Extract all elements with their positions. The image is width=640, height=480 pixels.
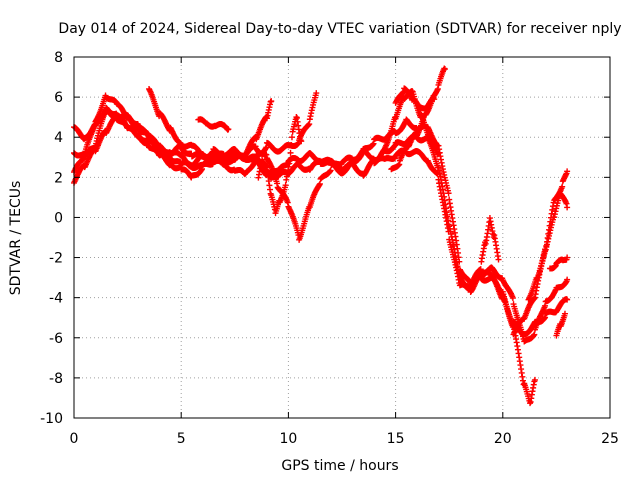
y-tick-label: 2 bbox=[54, 170, 63, 186]
series-track-6 bbox=[195, 116, 232, 133]
data-point bbox=[561, 310, 568, 317]
data-point bbox=[286, 157, 293, 164]
data-point bbox=[564, 276, 571, 283]
data-point bbox=[288, 141, 295, 148]
y-axis-label: SDTVAR / TECUs bbox=[8, 181, 24, 296]
chart-title: Day 014 of 2024, Sidereal Day-to-day VTE… bbox=[58, 21, 621, 37]
y-tick-label: -2 bbox=[49, 251, 63, 267]
data-point bbox=[298, 138, 305, 145]
data-point bbox=[564, 254, 571, 261]
data-point bbox=[495, 256, 502, 263]
data-point bbox=[435, 150, 442, 157]
data-point bbox=[431, 96, 438, 103]
x-tick-label: 0 bbox=[70, 431, 79, 447]
series-track-11 bbox=[478, 215, 502, 265]
series-track-14 bbox=[546, 254, 571, 272]
data-point bbox=[564, 204, 571, 211]
data-point bbox=[282, 182, 289, 189]
data-point bbox=[559, 183, 566, 190]
series-track-13 bbox=[525, 190, 571, 303]
data-point bbox=[434, 171, 441, 178]
y-tick-label: -10 bbox=[40, 411, 63, 427]
data-point bbox=[268, 98, 275, 105]
series-track-4 bbox=[71, 90, 320, 181]
data-point bbox=[287, 149, 294, 156]
series-track-15 bbox=[553, 310, 568, 339]
data-point bbox=[445, 228, 452, 235]
y-tick-label: 8 bbox=[54, 50, 63, 66]
y-tick-label: 0 bbox=[54, 210, 63, 226]
x-tick-label: 15 bbox=[387, 431, 405, 447]
data-point bbox=[441, 66, 448, 73]
x-tick-label: 25 bbox=[601, 431, 619, 447]
x-tick-label: 10 bbox=[279, 431, 297, 447]
data-point bbox=[313, 90, 320, 97]
series-track-8 bbox=[388, 65, 448, 173]
y-tick-label: 4 bbox=[54, 130, 63, 146]
x-tick-label: 20 bbox=[494, 431, 512, 447]
data-point bbox=[509, 294, 516, 301]
axis-ticks: 0 5 10 15 20 25 -10 -8 -6 -4 -2 0 2 4 6 8 bbox=[40, 50, 619, 447]
data-point bbox=[327, 167, 334, 174]
data-point bbox=[225, 126, 232, 133]
plot-frame bbox=[73, 56, 611, 419]
y-tick-label: 6 bbox=[54, 90, 63, 106]
data-point bbox=[288, 134, 295, 141]
series-track-7 bbox=[255, 114, 305, 217]
data-point bbox=[564, 168, 571, 175]
data-point bbox=[445, 190, 452, 197]
y-tick-label: -8 bbox=[49, 371, 63, 387]
x-tick-label: 5 bbox=[177, 431, 186, 447]
data-point bbox=[531, 376, 538, 383]
y-tick-label: -6 bbox=[49, 331, 63, 347]
y-tick-label: -4 bbox=[49, 291, 63, 307]
data-point bbox=[316, 180, 323, 187]
x-axis-label: GPS time / hours bbox=[281, 458, 398, 474]
series-track-10 bbox=[392, 85, 438, 112]
data-point bbox=[564, 296, 571, 303]
data-points bbox=[71, 65, 571, 407]
series-track-5 bbox=[146, 85, 275, 166]
